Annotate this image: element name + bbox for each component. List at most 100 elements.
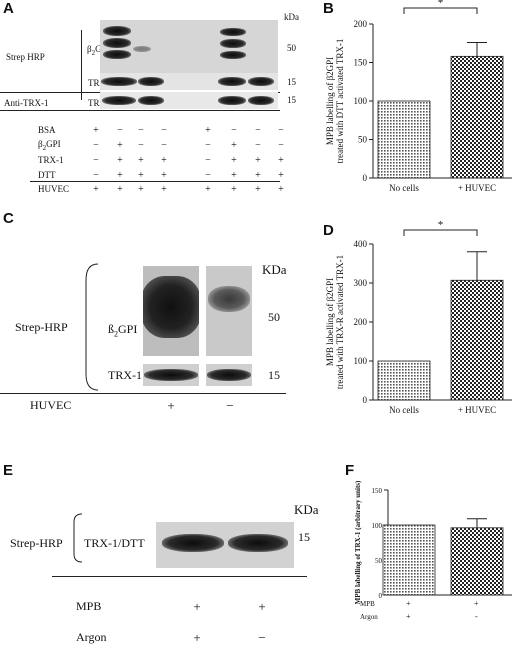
panel-e-strep-label: Strep-HRP	[10, 536, 63, 550]
panel-a-cond-b2gpi: β2GPI	[38, 139, 61, 152]
y-tick-label: 0	[363, 395, 368, 405]
y-tick-label: 100	[372, 522, 383, 530]
panel-a-sign-2-1: −	[93, 140, 99, 151]
panel-c-blot-trx-1	[143, 364, 199, 386]
significance-bracket	[403, 229, 478, 236]
panel-f-row2-label: Argon	[360, 613, 378, 621]
panel-a-sign-5-7: +	[255, 184, 261, 195]
y-axis-label-line2: treated with TRX-R activated TRX-1	[335, 255, 345, 389]
bar-1	[377, 360, 431, 401]
panel-c-mw-50: 50	[268, 310, 280, 324]
panel-a-sign-3-1: −	[93, 155, 99, 166]
panel-a-sign-4-2: +	[117, 170, 123, 181]
panel-a-sign-2-7: −	[255, 140, 261, 151]
bar-2	[450, 527, 504, 596]
panel-a-sign-3-7: +	[255, 155, 261, 166]
panel-f-row1-sign-1: +	[406, 599, 411, 608]
panel-e-blot	[156, 522, 294, 568]
panel-e-bracket	[73, 513, 83, 563]
y-tick-label: 200	[354, 19, 368, 29]
y-axis-label: MPB labelling of β2GPItreated with TRX-R…	[325, 255, 345, 389]
panel-letter-e: E	[3, 462, 14, 479]
panel-c-sign-1: +	[167, 398, 175, 413]
y-tick-label: 50	[358, 135, 368, 145]
panel-letter-b: B	[323, 0, 334, 17]
panel-a-sign-1-3: −	[138, 125, 144, 136]
panel-a-sign-4-5: −	[205, 170, 211, 181]
panel-a-sign-5-1: +	[93, 184, 99, 195]
panel-a-sign-2-4: −	[161, 140, 167, 151]
panel-a-anti-label: Anti-TRX-1	[4, 98, 49, 108]
panel-a-blot-trx	[100, 73, 278, 90]
panel-a-strep-bracket: Strep HRP	[6, 30, 146, 130]
panel-c-trx-label: TRX-1	[108, 368, 142, 382]
panel-a-sign-4-8: +	[278, 170, 284, 181]
panel-a-mw-50: 50	[287, 43, 296, 53]
panel-a-sign-5-8: +	[278, 184, 284, 195]
panel-f-row1-sign-2: +	[474, 599, 479, 608]
panel-c-mw-15: 15	[268, 368, 280, 382]
panel-a-sign-2-5: −	[205, 140, 211, 151]
panel-a-sign-1-6: −	[231, 125, 237, 136]
panel-a-sign-5-5: +	[205, 184, 211, 195]
y-tick-label: 150	[354, 58, 368, 68]
y-tick-label: 0	[363, 173, 368, 183]
panel-a-sign-2-3: −	[138, 140, 144, 151]
panel-a-cond-huvec: HUVEC	[38, 184, 69, 194]
panel-a-sign-3-4: +	[161, 155, 167, 166]
significance-star: *	[438, 0, 444, 9]
panel-a-blot-anti-trx	[100, 92, 278, 109]
y-axis-label: MPB labelling of TRX-1 (arbitrary units)	[354, 480, 362, 604]
category-label-1: No cells	[389, 183, 419, 193]
bar-2	[450, 55, 504, 179]
panel-a-strep-label: Strep HRP	[6, 52, 45, 62]
panel-a-sign-3-8: +	[278, 155, 284, 166]
panel-e-kda-label: KDa	[294, 502, 319, 517]
panel-a-sign-1-4: −	[161, 125, 167, 136]
panel-e-mpb-label: MPB	[76, 599, 102, 613]
y-axis-label-line2: treated with DTT activated TRX-1	[335, 39, 345, 164]
panel-a-sign-3-2: +	[117, 155, 123, 166]
category-label-2: + HUVEC	[458, 183, 496, 193]
panel-c-b2gpi-label: ß2GPI	[108, 322, 138, 339]
panel-c-kda-label: KDa	[262, 262, 287, 277]
panel-a-cond-bsa: BSA	[38, 125, 56, 135]
y-tick-label: 50	[375, 557, 383, 565]
category-label-2: + HUVEC	[458, 405, 496, 415]
panel-c-blot-trx-2	[206, 364, 252, 386]
chart-d: 0 100 200 300 400 No cells + HUVEC * MPB labelli…	[325, 219, 512, 415]
panel-a-sign-2-8: −	[278, 140, 284, 151]
panel-c-blot-lane2	[206, 266, 252, 356]
panel-f-row2-sign-2: -	[475, 612, 478, 621]
panel-a-sign-1-8: −	[278, 125, 284, 136]
panel-letter-f: F	[345, 462, 355, 479]
y-tick-label: 100	[354, 356, 368, 366]
panel-a-sign-1-5: +	[205, 125, 211, 136]
panel-letter-c: C	[3, 210, 14, 227]
panel-c-blot-lane1	[143, 266, 199, 356]
panel-a-mw-15b: 15	[287, 95, 296, 105]
panel-a-sign-3-5: −	[205, 155, 211, 166]
panel-a-blot-b2gpi	[100, 20, 278, 73]
panel-c-huvec-label: HUVEC	[30, 398, 72, 412]
y-axis-label-line1: MPB labelling of β2GPI	[325, 57, 335, 145]
panel-e-mpb-sign-2: +	[258, 599, 266, 614]
chart-b: 0 50 100 150 200 No cells + HUVEC * MPB labellin…	[325, 0, 512, 193]
panel-e-mw-15: 15	[298, 530, 310, 544]
bar-1	[377, 100, 431, 179]
panel-e-mpb-sign-1: +	[193, 599, 201, 614]
y-tick-label: 150	[372, 487, 383, 495]
panel-e-argon-label: Argon	[76, 630, 107, 644]
category-label-1: No cells	[389, 405, 419, 415]
bar-1	[382, 524, 436, 596]
panel-e-argon-sign-1: +	[193, 630, 201, 645]
significance-star: *	[438, 219, 444, 231]
panel-a-sign-1-2: −	[117, 125, 123, 136]
panel-f-row1-label: MPB	[360, 600, 375, 608]
panel-a-sign-4-7: +	[255, 170, 261, 181]
panel-f-row2-sign-1: +	[406, 612, 411, 621]
panel-a-cond-dtt: DTT	[38, 170, 56, 180]
chart-f: 0 50 100 150 MPB labelling of TRX-1 (arbitra…	[354, 480, 512, 604]
y-axis-label-line1: MPB labelling of β2GPI	[325, 278, 335, 366]
